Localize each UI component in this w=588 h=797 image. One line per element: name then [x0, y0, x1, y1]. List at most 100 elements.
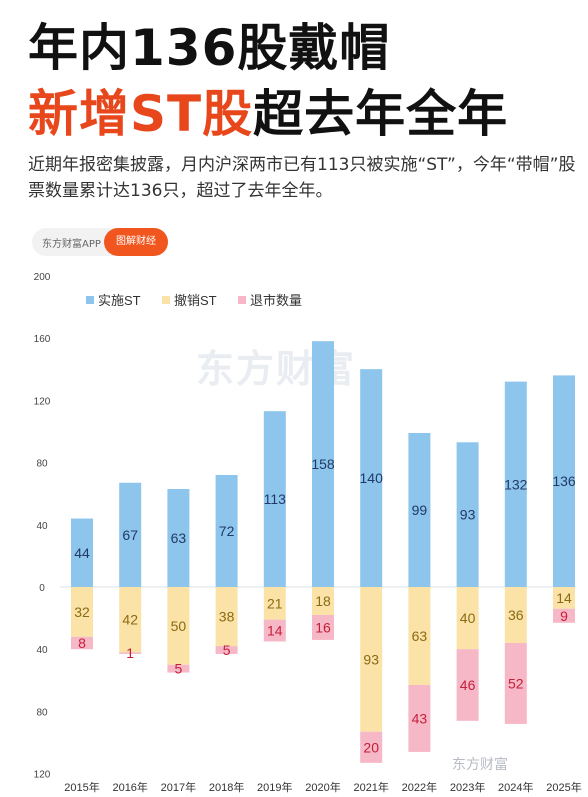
x-category-label: 2016年 [112, 780, 147, 794]
bar-delisted [167, 664, 190, 673]
legend-label: 实施ST [98, 293, 141, 308]
bar-delisted [408, 685, 431, 752]
bar-delisted [456, 649, 479, 721]
y-tick-label: 120 [34, 396, 51, 407]
x-category-label: 2022年 [402, 780, 437, 794]
bar-delisted [71, 636, 93, 650]
bar-delisted-label: 8 [78, 635, 86, 651]
bar-revoked [360, 587, 383, 732]
y-tick-label: 0 [39, 583, 45, 594]
x-category-label: 2024年 [498, 780, 533, 794]
bar-delisted-label: 5 [175, 661, 183, 677]
bar-delisted-label: 1 [126, 645, 134, 661]
bar-implemented-label: 99 [412, 502, 428, 518]
y-tick-label: 160 [34, 334, 51, 345]
bar-revoked [456, 587, 479, 650]
y-tick-label: 40 [36, 645, 48, 656]
bar-implemented-label: 158 [311, 456, 335, 472]
bar-delisted [312, 615, 334, 640]
bar-implemented [71, 518, 93, 587]
description-text: 近期年报密集披露，月内沪深两市已有113只被实施“ST”，今年“带帽”股票数量累… [28, 155, 576, 201]
bar-implemented [263, 411, 286, 587]
x-category-label: 2023年 [450, 780, 485, 794]
bar-implemented [312, 341, 334, 587]
bar-implemented-label: 67 [122, 527, 138, 543]
watermark-bottom: 东方财富 [446, 752, 514, 776]
bar-delisted [553, 608, 575, 623]
bar-revoked-label: 63 [412, 628, 428, 644]
x-category-label: 2015年 [64, 780, 99, 794]
headline-line2-black: 超去年全年 [253, 85, 509, 143]
bar-implemented [167, 488, 190, 587]
bar-revoked [553, 587, 575, 609]
x-category-label: 2020年 [305, 780, 340, 794]
bar-revoked-label: 14 [556, 590, 572, 606]
bar-implemented [408, 432, 431, 587]
bar-revoked-label: 32 [74, 604, 90, 620]
bar-delisted-label: 9 [560, 608, 568, 624]
bar-revoked-label: 40 [460, 610, 476, 626]
bar-delisted-label: 14 [267, 623, 283, 639]
bar-revoked-label: 36 [508, 607, 524, 623]
bar-revoked [71, 587, 93, 637]
y-tick-label: 200 [34, 272, 51, 283]
legend-swatch [86, 296, 94, 304]
bar-implemented [504, 381, 527, 587]
bar-delisted-label: 43 [412, 710, 428, 726]
bar-revoked-label: 50 [171, 618, 187, 634]
legend-swatch [162, 296, 170, 304]
bar-revoked-label: 18 [315, 593, 331, 609]
headline-line2-red: 新增ST股 [28, 85, 254, 143]
bar-revoked [408, 587, 431, 686]
bar-delisted [215, 646, 238, 654]
bar-delisted [263, 619, 286, 642]
bar-delisted [360, 731, 383, 763]
bar-delisted [119, 652, 142, 654]
legend-label: 撤销ST [174, 293, 217, 308]
bar-revoked [312, 587, 334, 616]
bar-implemented-label: 44 [74, 545, 90, 561]
bar-implemented [119, 482, 142, 587]
x-category-label: 2025年 [546, 780, 581, 794]
bar-delisted [504, 643, 527, 724]
source-app-label: 东方财富APP [42, 239, 101, 250]
bar-revoked-label: 21 [267, 595, 283, 611]
bar-revoked-label: 38 [219, 609, 235, 625]
bar-implemented-label: 93 [460, 507, 476, 523]
y-tick-label: 40 [36, 521, 48, 532]
bar-implemented-label: 132 [504, 476, 528, 492]
bar-implemented [360, 369, 383, 587]
bar-implemented-label: 72 [219, 523, 235, 539]
bar-revoked-label: 93 [363, 651, 379, 667]
bar-revoked [215, 587, 238, 647]
x-category-label: 2019年 [257, 780, 292, 794]
bar-delisted-label: 16 [315, 619, 331, 635]
headline-line1: 年内136股戴帽 [28, 19, 391, 77]
bar-delisted-label: 52 [508, 675, 524, 691]
bar-implemented-label: 113 [264, 491, 287, 507]
y-tick-label: 120 [34, 770, 51, 781]
legend-label: 退市数量 [250, 293, 302, 308]
bar-revoked-label: 42 [122, 612, 138, 628]
bar-implemented [456, 442, 479, 587]
x-category-label: 2021年 [353, 780, 388, 794]
bar-implemented-label: 140 [360, 470, 384, 486]
y-tick-label: 80 [36, 707, 48, 718]
bar-revoked [263, 587, 286, 620]
x-category-label: 2017年 [161, 780, 196, 794]
bar-delisted-label: 5 [223, 642, 231, 658]
y-tick-label: 80 [36, 459, 48, 470]
x-category-label: 2018年 [209, 780, 244, 794]
bar-implemented-label: 136 [552, 473, 576, 489]
legend-swatch [238, 296, 246, 304]
bar-revoked [167, 587, 190, 665]
bar-delisted-label: 46 [460, 677, 476, 693]
headline-line2: 新增ST股超去年全年 [28, 74, 508, 146]
bar-implemented-label: 63 [171, 530, 187, 546]
source-pill: 图解财经 [104, 228, 168, 256]
bar-revoked [119, 587, 142, 653]
bar-delisted-label: 20 [363, 739, 379, 755]
bar-implemented [553, 375, 575, 587]
bar-revoked [504, 587, 527, 644]
